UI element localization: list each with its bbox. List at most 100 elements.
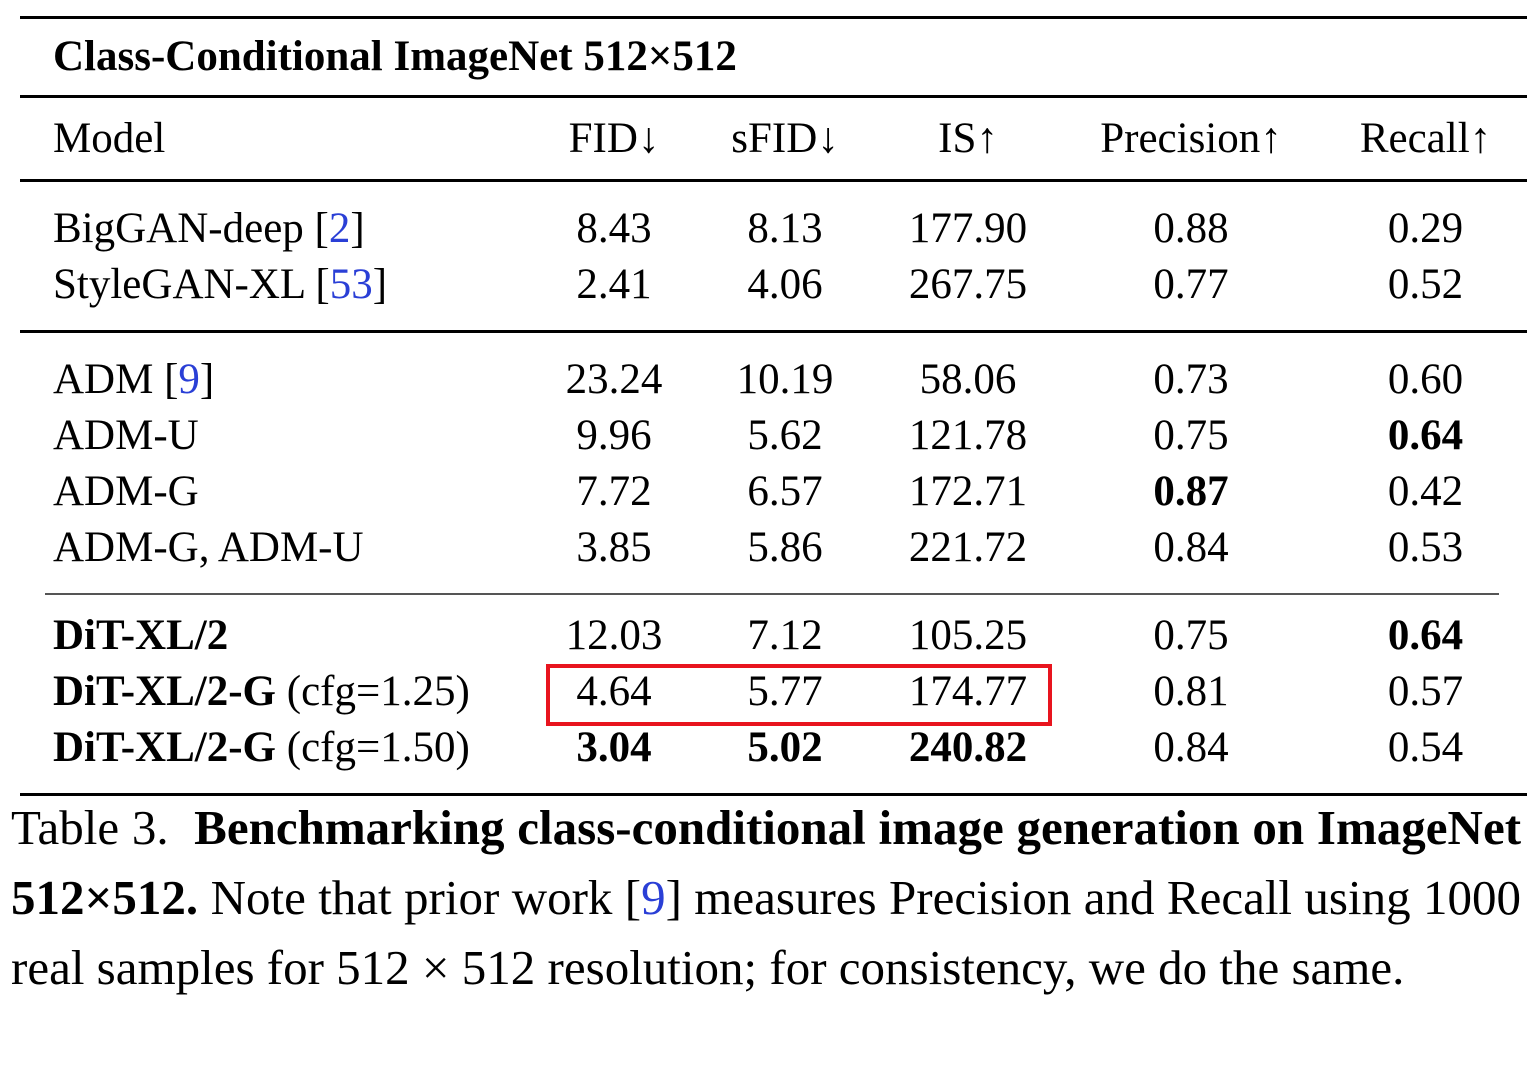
- fid-cell: 8.43: [576, 204, 652, 252]
- subgroup-rule: [45, 593, 1499, 595]
- model-name: DiT-XL/2: [53, 611, 229, 659]
- model-name: StyleGAN-XL: [53, 260, 305, 308]
- model-name: BigGAN-deep: [53, 204, 304, 252]
- is-cell: 121.78: [908, 411, 1028, 459]
- highlight-box: [546, 664, 1052, 726]
- precision-cell: 0.88: [1153, 204, 1229, 252]
- is-cell: 174.77: [908, 667, 1028, 715]
- precision-cell: 0.84: [1153, 523, 1229, 571]
- sfid-cell: 5.62: [747, 411, 823, 459]
- recall-cell: 0.29: [1387, 204, 1464, 252]
- fid-cell: 7.72: [576, 467, 652, 515]
- recall-cell: 0.52: [1387, 260, 1464, 308]
- column-header-fid: FID↓: [568, 115, 660, 162]
- table-row: StyleGAN-XL [53] 2.41 4.06 267.75 0.77 0.52: [20, 256, 1527, 312]
- model-name: DiT-XL/2-G: [53, 667, 276, 715]
- citation-link[interactable]: 9: [178, 355, 200, 403]
- sfid-cell: 7.12: [747, 611, 823, 659]
- sfid-cell: 5.77: [747, 667, 823, 715]
- recall-cell: 0.60: [1387, 355, 1464, 403]
- top-rule: [20, 16, 1527, 19]
- is-cell: 177.90: [908, 204, 1028, 252]
- model-name: ADM: [53, 355, 154, 403]
- recall-cell: 0.42: [1387, 467, 1464, 515]
- table-row: DiT-XL/2 12.03 7.12 105.25 0.75 0.64: [20, 607, 1527, 663]
- header-row: Model FID↓ sFID↓ IS↑ Precision↑ Recall↑: [20, 98, 1527, 179]
- sfid-cell: 6.57: [747, 467, 823, 515]
- is-cell: 105.25: [908, 611, 1028, 659]
- sfid-cell: 5.86: [747, 523, 823, 571]
- group-dit-table: DiT-XL/2 12.03 7.12 105.25 0.75 0.64 DiT-XL/2-…: [20, 595, 1527, 793]
- fid-cell: 9.96: [576, 411, 652, 459]
- precision-cell: 0.73: [1153, 355, 1229, 403]
- is-cell: 172.71: [908, 467, 1028, 515]
- is-cell: 58.06: [919, 355, 1017, 403]
- table-row: ADM-U 9.96 5.62 121.78 0.75 0.64: [20, 407, 1527, 463]
- is-cell: 240.82: [908, 723, 1028, 771]
- fid-cell: 12.03: [565, 611, 663, 659]
- header-rule: [20, 179, 1527, 182]
- precision-cell: 0.77: [1153, 260, 1229, 308]
- model-cell: ADM-U: [20, 407, 536, 463]
- table-row: ADM [9] 23.24 10.19 58.06 0.73 0.60: [20, 351, 1527, 407]
- table-row: DiT-XL/2-G (cfg=1.50) 3.04 5.02 240.82 0.84 0…: [20, 719, 1527, 775]
- title-rule: [20, 95, 1527, 98]
- precision-cell: 0.87: [1153, 467, 1229, 515]
- recall-cell: 0.53: [1387, 523, 1464, 571]
- sfid-cell: 5.02: [747, 723, 823, 771]
- recall-cell: 0.57: [1387, 667, 1464, 715]
- bottom-rule: [20, 793, 1527, 796]
- citation-link[interactable]: 53: [329, 260, 373, 308]
- caption-bold-text: Benchmarking class-conditional image gen…: [11, 800, 1522, 925]
- column-header-model: Model: [53, 115, 166, 162]
- results-table-container: Class-Conditional ImageNet 512×512 Model…: [20, 16, 1527, 796]
- model-name: DiT-XL/2-G: [53, 723, 276, 771]
- model-cell: DiT-XL/2-G (cfg=1.25): [20, 663, 536, 719]
- recall-cell: 0.54: [1387, 723, 1464, 771]
- table-caption: Table 3. Benchmarking class-conditional …: [11, 793, 1521, 1003]
- precision-cell: 0.81: [1153, 667, 1229, 715]
- model-cell: ADM [9]: [53, 355, 215, 403]
- model-config: (cfg=1.50): [286, 723, 470, 771]
- caption-text-after-cite: ] measures Precision and Recall using 10…: [11, 870, 1522, 995]
- citation-link[interactable]: 2: [328, 204, 351, 252]
- column-header-sfid: sFID↓: [731, 115, 839, 162]
- model-cell: ADM-G, ADM-U: [20, 519, 536, 575]
- table-row: ADM-G 7.72 6.57 172.71 0.87 0.42: [20, 463, 1527, 519]
- fid-cell: 3.04: [576, 723, 652, 771]
- model-cell: BigGAN-deep [2]: [53, 204, 365, 252]
- caption-citation-link[interactable]: 9: [641, 870, 666, 925]
- model-name: ADM-G: [53, 467, 199, 515]
- group-adm-table: ADM [9] 23.24 10.19 58.06 0.73 0.60 ADM-U 9.96 5…: [20, 333, 1527, 593]
- table-row: DiT-XL/2-G (cfg=1.25) 4.64 5.77 174.77 0.81 0…: [20, 663, 1527, 719]
- fid-cell: 4.64: [576, 667, 652, 715]
- table-row: BigGAN-deep [2] 8.43 8.13 177.90 0.88 0.29: [20, 200, 1527, 256]
- model-cell: DiT-XL/2: [20, 607, 536, 663]
- sfid-cell: 10.19: [736, 355, 834, 403]
- fid-cell: 3.85: [576, 523, 652, 571]
- model-cell: DiT-XL/2-G (cfg=1.50): [20, 719, 536, 775]
- sfid-cell: 4.06: [747, 260, 823, 308]
- model-name: ADM-U: [53, 411, 199, 459]
- caption-label: Table 3.: [11, 800, 169, 855]
- table-row: ADM-G, ADM-U 3.85 5.86 221.72 0.84 0.53: [20, 519, 1527, 575]
- fid-cell: 23.24: [565, 355, 663, 403]
- table-title: Class-Conditional ImageNet 512×512: [53, 33, 737, 80]
- model-cell: ADM-G: [20, 463, 536, 519]
- model-cell: StyleGAN-XL [53]: [53, 260, 388, 308]
- group-gan-table: BigGAN-deep [2] 8.43 8.13 177.90 0.88 0.29 Sty…: [20, 182, 1527, 330]
- column-header-recall: Recall↑: [1359, 115, 1492, 162]
- model-config: (cfg=1.25): [286, 667, 470, 715]
- recall-cell: 0.64: [1387, 411, 1464, 459]
- column-header-is: IS↑: [938, 115, 998, 162]
- caption-text-before-cite: Note that prior work [: [210, 870, 642, 925]
- precision-cell: 0.84: [1153, 723, 1229, 771]
- model-name: ADM-G, ADM-U: [53, 523, 364, 571]
- is-cell: 267.75: [908, 260, 1028, 308]
- group-rule: [20, 330, 1527, 333]
- precision-cell: 0.75: [1153, 611, 1229, 659]
- column-header-precision: Precision↑: [1100, 115, 1282, 162]
- precision-cell: 0.75: [1153, 411, 1229, 459]
- sfid-cell: 8.13: [747, 204, 823, 252]
- fid-cell: 2.41: [576, 260, 652, 308]
